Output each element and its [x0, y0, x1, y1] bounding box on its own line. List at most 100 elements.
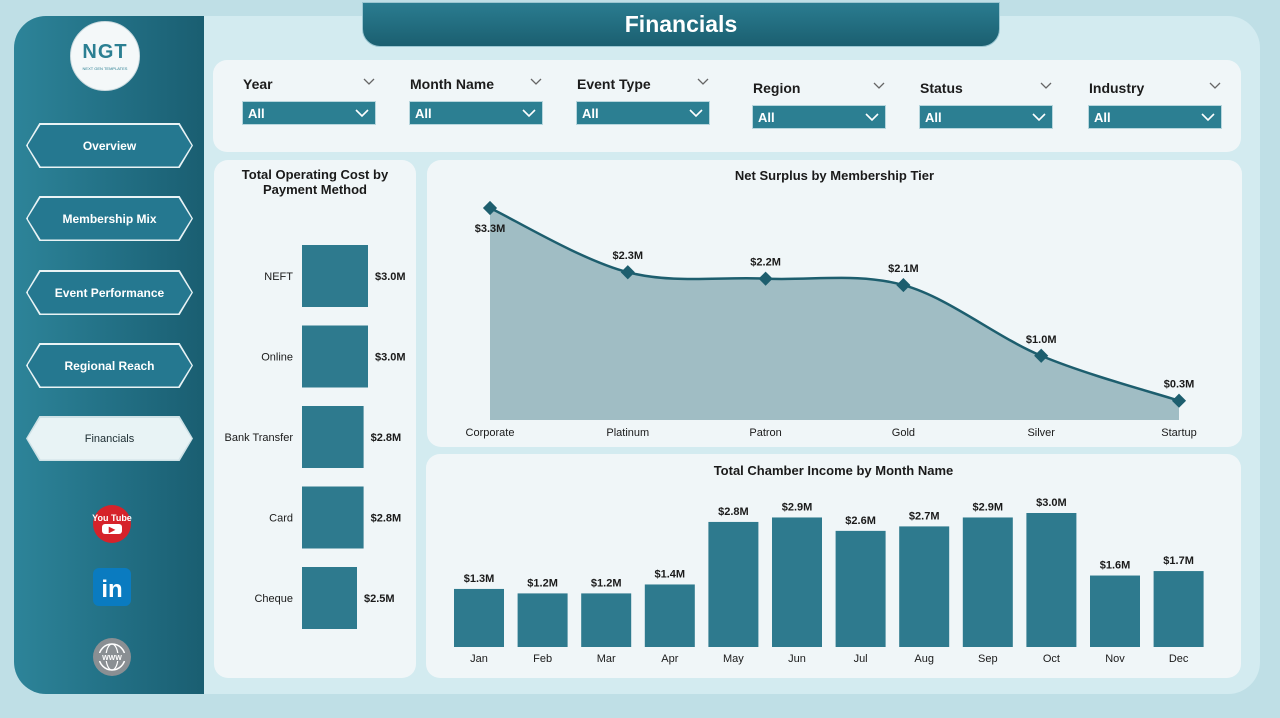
bar-value-label: $1.4M [655, 568, 686, 580]
chevron-down-icon[interactable] [530, 77, 542, 87]
globe-icon[interactable]: WWW [92, 637, 132, 677]
bar [302, 486, 364, 549]
data-label: $2.1M [888, 263, 919, 275]
bar-value-label: $2.8M [371, 513, 402, 525]
bar [1153, 571, 1204, 647]
data-label: $0.3M [1164, 379, 1195, 391]
industry-dropdown[interactable]: All [1088, 105, 1222, 129]
year-dropdown[interactable]: All [242, 101, 376, 125]
x-tick-label: Corporate [466, 427, 515, 439]
x-tick-label: Jan [470, 653, 488, 665]
filter-industry: Industry [1089, 80, 1144, 96]
region-dropdown[interactable]: All [752, 105, 886, 129]
bar-value-label: $3.0M [1036, 497, 1067, 509]
bar-category-label: Online [261, 352, 293, 364]
operating-cost-chart: NEFT $3.0M Online $3.0M Bank Transfer $2.8M Ca… [225, 245, 406, 629]
bar [772, 517, 822, 647]
x-tick-label: Jul [854, 653, 868, 665]
x-tick-label: Patron [749, 427, 781, 439]
data-label: $3.3M [475, 223, 506, 235]
bar-value-label: $2.7M [909, 510, 940, 522]
nav-label: Financials [84, 432, 135, 445]
filter-month-name: Month Name [410, 76, 494, 92]
bar-value-label: $2.9M [973, 501, 1004, 513]
chevron-down-icon [355, 109, 369, 118]
x-tick-label: Silver [1027, 427, 1055, 439]
x-tick-label: Jun [788, 653, 806, 665]
filter-region: Region [753, 80, 800, 96]
bar-value-label: $2.8M [371, 432, 402, 444]
filter-label: Event Type [577, 76, 651, 92]
dropdown-value: All [248, 105, 265, 121]
x-tick-label: Gold [892, 427, 915, 439]
filter-label: Month Name [410, 76, 494, 92]
filter-label: Region [753, 80, 801, 96]
bar [302, 567, 357, 629]
status-dropdown[interactable]: All [919, 105, 1053, 129]
chevron-down-icon[interactable] [873, 81, 885, 91]
area-fill [490, 208, 1179, 420]
bar-value-label: $1.3M [464, 573, 495, 585]
nav-overview-button[interactable]: Overview [26, 123, 193, 168]
nav-regional-reach-button[interactable]: Regional Reach [26, 343, 193, 388]
bar-category-label: NEFT [264, 271, 293, 283]
bar-value-label: $1.2M [591, 577, 622, 589]
logo: NGT NEXT GEN TEMPLATES [70, 21, 140, 91]
linkedin-icon[interactable]: in [92, 567, 132, 607]
net-surplus-chart: $3.3M Corporate $2.3M Platinum $2.2M Patron $2… [466, 200, 1197, 439]
x-tick-label: Mar [597, 653, 616, 665]
chevron-down-icon [522, 109, 536, 118]
bar-category-label: Bank Transfer [225, 432, 294, 444]
x-tick-label: May [723, 653, 744, 665]
page-title: Financials [362, 2, 1000, 47]
bar-value-label: $2.5M [364, 593, 395, 605]
bar-value-label: $1.7M [1163, 555, 1194, 567]
filter-status: Status [920, 80, 963, 96]
nav-event-performance-button[interactable]: Event Performance [26, 270, 193, 315]
chevron-down-icon [865, 113, 879, 122]
linkedin-text: in [101, 576, 122, 603]
data-label: $2.3M [613, 250, 644, 262]
series-line [489, 206, 1180, 402]
bar [302, 406, 364, 468]
bar [581, 593, 632, 647]
x-tick-label: Dec [1169, 653, 1189, 665]
filter-panel [213, 60, 1241, 152]
data-label: $2.2M [750, 257, 781, 269]
bar [454, 588, 504, 647]
chevron-down-icon[interactable] [1209, 81, 1221, 91]
bar-value-label: $2.8M [718, 506, 749, 518]
chevron-down-icon [689, 109, 703, 118]
data-point [482, 200, 498, 216]
x-tick-label: Platinum [606, 427, 649, 439]
filter-year: Year [243, 76, 273, 92]
nav-membership-mix-button[interactable]: Membership Mix [26, 196, 193, 241]
nav-label: Event Performance [54, 285, 165, 300]
bar [1026, 513, 1077, 647]
x-tick-label: Oct [1043, 653, 1060, 665]
filter-event-type: Event Type [577, 76, 651, 92]
bar-value-label: $1.2M [527, 577, 558, 589]
chevron-down-icon[interactable] [1040, 81, 1052, 91]
globe-text: WWW [102, 655, 122, 662]
chevron-down-icon[interactable] [363, 77, 375, 87]
filter-label: Status [920, 80, 963, 96]
bar-value-label: $1.6M [1100, 560, 1131, 572]
logo-text: NGT [82, 41, 128, 63]
chamber-income-chart: $1.3M Jan $1.2M Feb $1.2M Mar $1.4M Apr $2.8M May… [454, 497, 1204, 665]
net-surplus-title: Net Surplus by Membership Tier [734, 168, 935, 183]
x-tick-label: Nov [1105, 653, 1125, 665]
month-name-dropdown[interactable]: All [409, 101, 543, 125]
nav-financials-button[interactable]: Financials [26, 416, 193, 461]
chevron-down-icon[interactable] [697, 77, 709, 87]
data-label: $1.0M [1026, 334, 1057, 346]
youtube-icon[interactable]: You Tube ▶ [92, 504, 132, 544]
bar [962, 517, 1013, 647]
dropdown-value: All [415, 105, 432, 121]
x-tick-label: Apr [661, 653, 678, 665]
filter-label: Industry [1089, 80, 1145, 96]
event-type-dropdown[interactable]: All [576, 101, 710, 125]
bar [517, 593, 568, 647]
bar-value-label: $2.6M [845, 515, 876, 527]
dropdown-value: All [1094, 109, 1111, 125]
